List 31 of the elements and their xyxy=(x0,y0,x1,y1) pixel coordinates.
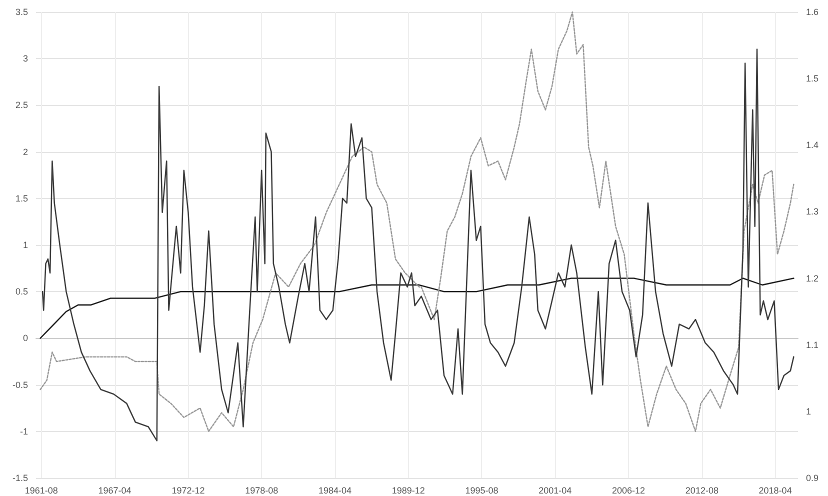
x-tick-label: 1978-08 xyxy=(245,486,278,496)
y2-tick-label: 0.9 xyxy=(806,473,819,483)
y-tick-label: 2.5 xyxy=(15,100,28,110)
y-tick-label: -1 xyxy=(20,426,28,436)
x-tick-label: 2018-04 xyxy=(758,486,792,496)
x-tick-label: 2012-08 xyxy=(685,486,718,496)
x-tick-label: 1967-04 xyxy=(98,486,132,496)
y-tick-label: -0.5 xyxy=(12,380,28,390)
x-tick-label: 1984-04 xyxy=(318,486,352,496)
y-tick-label: 1.5 xyxy=(15,193,28,204)
y-tick-label: 3 xyxy=(22,54,28,64)
x-tick-label: 2001-04 xyxy=(538,486,572,496)
y2-tick-label: 1.1 xyxy=(806,340,819,350)
y2-tick-label: 1.2 xyxy=(806,273,819,284)
y-tick-label: -1.5 xyxy=(12,473,28,483)
x-tick-label: 1995-08 xyxy=(465,486,498,496)
y2-tick-label: 1.4 xyxy=(806,140,819,150)
y-tick-label: 1 xyxy=(22,240,28,250)
y2-tick-label: 1.3 xyxy=(806,206,819,217)
y-tick-label: 2 xyxy=(22,146,28,157)
y-tick-label: 0.5 xyxy=(15,286,28,297)
x-tick-label: 1989-12 xyxy=(392,486,425,496)
x-tick-label: 1972-12 xyxy=(172,486,205,496)
y2-tick-label: 1.6 xyxy=(806,7,819,17)
y-tick-label: 3.5 xyxy=(15,7,28,17)
x-tick-label: 2006-12 xyxy=(612,486,646,496)
y-tick-label: 0 xyxy=(22,333,28,344)
line-series xyxy=(40,278,794,339)
x-tick-label: 1961-08 xyxy=(24,486,58,496)
y2-tick-label: 1.5 xyxy=(806,74,819,84)
y2-tick-label: 1 xyxy=(806,406,812,416)
